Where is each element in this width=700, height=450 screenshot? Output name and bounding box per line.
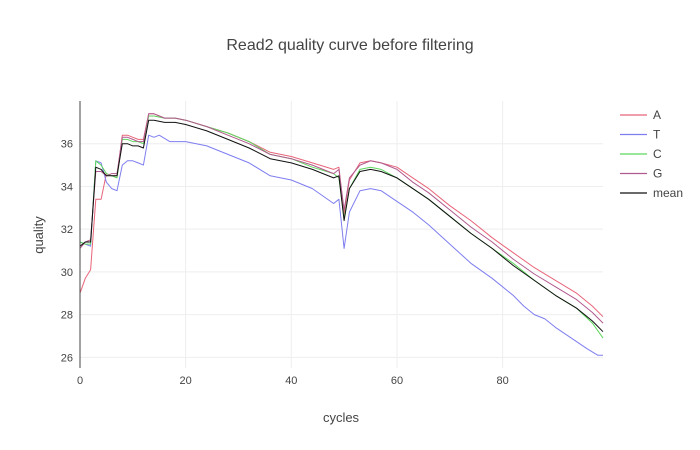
chart-title: Read2 quality curve before filtering [226,37,473,54]
legend-item-mean[interactable]: mean [620,186,683,200]
series-line-mean [79,119,604,333]
y-axis-title: quality [31,216,46,254]
x-tick-label: 60 [391,375,403,387]
legend-item-T[interactable]: T [620,128,661,142]
y-tick-labels: 26 28 30 32 34 36 [61,139,73,365]
x-tick-labels: 0 20 40 60 80 [77,375,509,387]
grid [79,101,603,368]
x-tick-label: 40 [285,375,297,387]
series-line-A [79,113,604,318]
series-line-G [79,113,604,324]
legend-item-C[interactable]: C [620,147,662,161]
legend-item-A[interactable]: A [620,108,661,122]
x-axis-title: cycles [323,410,360,425]
y-tick-label: 30 [61,267,73,279]
legend-label: T [653,128,661,142]
series-line-T [79,134,603,356]
legend-label: mean [653,186,683,200]
legend-label: G [653,167,662,181]
legend-item-G[interactable]: G [620,167,662,181]
y-tick-label: 28 [61,310,73,322]
y-tick-label: 36 [61,139,73,151]
y-tick-label: 32 [61,224,73,236]
legend-label: A [653,108,661,122]
y-tick-label: 34 [61,181,73,193]
x-tick-label: 80 [497,375,509,387]
y-tick-label: 26 [61,352,73,364]
series-layer [79,113,604,356]
x-tick-label: 0 [77,375,83,387]
legend-label: C [653,147,662,161]
x-tick-label: 20 [180,375,192,387]
